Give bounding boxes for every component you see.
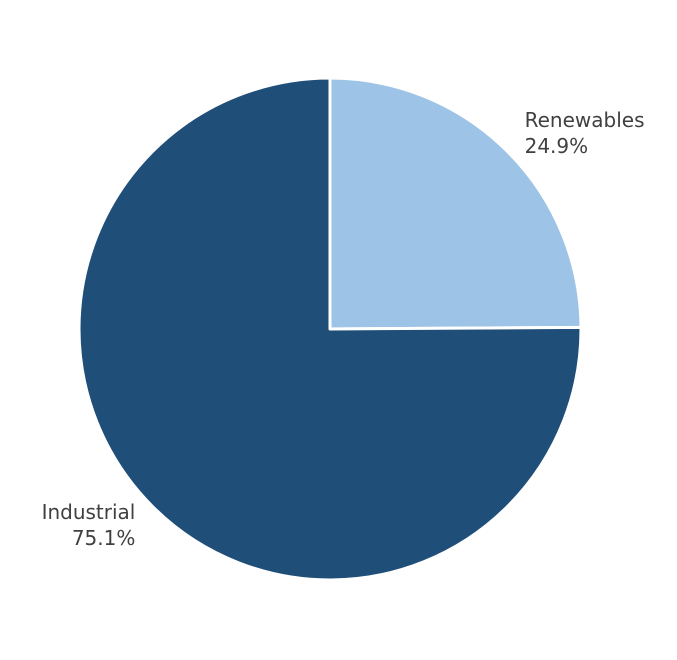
slice-label: Renewables 24.9% [525, 108, 645, 158]
pie-slice-industrial [77, 76, 583, 582]
slice-label-percent: 24.9% [525, 134, 589, 158]
slice-label-percent: 75.1% [72, 526, 136, 550]
slice-label-name: Industrial [42, 500, 136, 524]
slice-label-name: Renewables [525, 108, 645, 132]
pie-slice-renewables [328, 76, 583, 331]
slice-label: Industrial 75.1% [42, 500, 136, 550]
